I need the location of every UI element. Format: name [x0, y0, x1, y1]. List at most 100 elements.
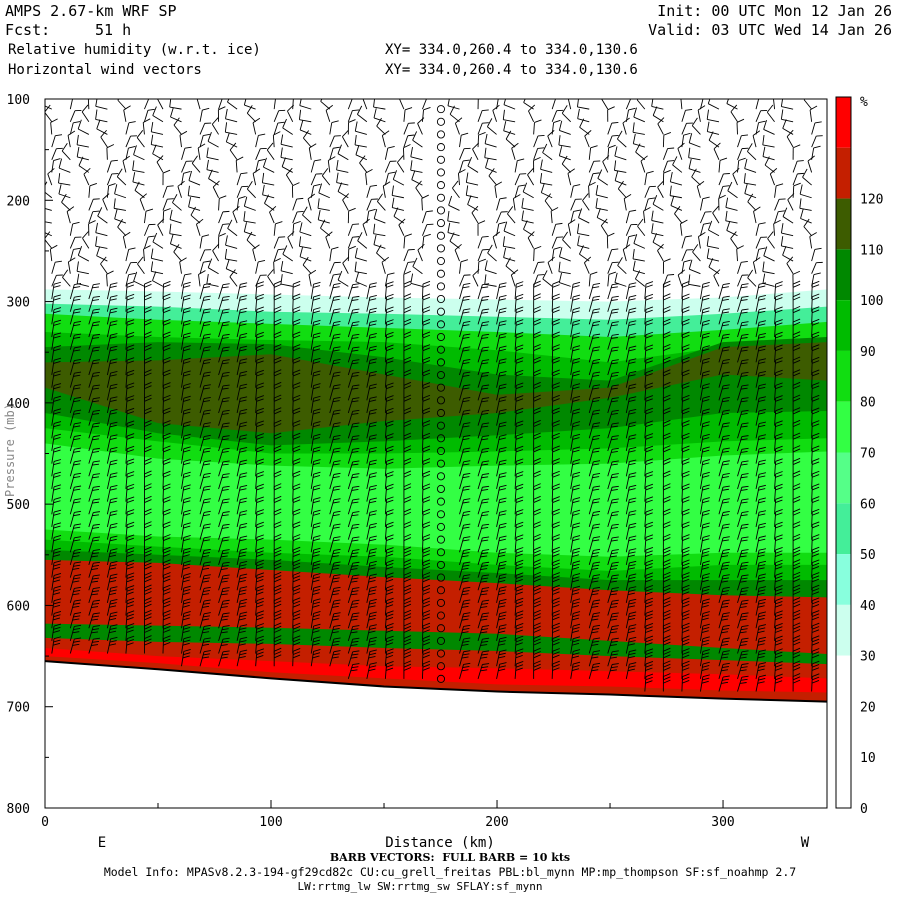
barb-flag: [203, 472, 211, 475]
wind-barb: [125, 473, 128, 489]
barb-flag: [533, 470, 541, 475]
barb-flag: [222, 384, 230, 387]
barb-flag: [593, 371, 601, 374]
barb-flag: [351, 602, 359, 605]
barb-flag: [386, 499, 394, 504]
barb-flag: [552, 622, 560, 627]
barb-flag: [386, 335, 394, 339]
barb-flag: [144, 435, 152, 440]
wind-barb: [354, 271, 367, 275]
barb-flag: [256, 487, 264, 491]
wind-barb: [607, 537, 613, 553]
barb-flag: [109, 592, 117, 596]
wind-barb: [625, 600, 630, 616]
barb-flag: [183, 319, 191, 323]
barb-flag: [403, 622, 412, 627]
wind-barb: [570, 524, 574, 540]
barb-flag: [183, 345, 191, 348]
barb-flag: [758, 358, 767, 361]
barb-flag: [645, 395, 654, 399]
barb-flag: [515, 322, 524, 326]
wind-barb: [551, 99, 556, 110]
wind-barb: [570, 663, 574, 679]
barb-flag: [645, 604, 653, 608]
wind-barb: [588, 335, 594, 350]
wind-barb: [699, 398, 704, 414]
wind-barb: [357, 240, 368, 249]
barb-flag: [274, 575, 282, 579]
wind-barb: [384, 575, 388, 591]
barb-flag: [353, 97, 360, 98]
barb-flag: [682, 344, 690, 348]
barb-flag: [498, 526, 506, 529]
barb-flag: [203, 488, 210, 491]
barb-flag: [240, 396, 248, 399]
wind-barb: [625, 474, 630, 490]
wind-barb: [206, 169, 219, 173]
wind-barb: [181, 550, 185, 565]
barb-flag: [552, 369, 560, 374]
barb-flag: [93, 295, 100, 298]
wind-barb: [162, 511, 164, 527]
barb-flag: [183, 332, 191, 336]
wind-barb: [310, 173, 317, 186]
barb-flag: [592, 501, 600, 504]
barb-flag: [221, 286, 229, 289]
barb-flag: [516, 483, 524, 488]
barb-flag: [645, 600, 653, 605]
wind-barb: [51, 512, 55, 527]
barb-flag: [533, 635, 541, 639]
barb-flag: [741, 663, 749, 665]
barb-flag: [351, 387, 359, 390]
barb-flag: [274, 457, 282, 462]
wind-barb: [199, 249, 206, 262]
barb-flag: [572, 370, 581, 374]
barb-flag: [552, 604, 560, 608]
barb-flag: [73, 121, 81, 124]
barb-flag: [203, 298, 210, 301]
barb-flag: [203, 434, 211, 437]
calm-wind-marker: [436, 143, 446, 152]
barb-flag: [137, 256, 144, 265]
barb-flag: [611, 590, 618, 593]
barb-flag: [527, 231, 535, 239]
barb-flag: [53, 538, 61, 542]
barb-flag: [332, 590, 340, 593]
barb-flag: [144, 445, 152, 450]
barb-flag: [612, 447, 619, 450]
barb-flag: [256, 610, 264, 614]
barb-flag: [163, 483, 171, 488]
barb-flag: [331, 631, 339, 634]
barb-flag: [313, 484, 321, 488]
barb-flag: [572, 348, 580, 352]
barb-flag: [173, 244, 180, 253]
barb-flag: [722, 434, 730, 437]
barb-flag: [53, 626, 61, 630]
barb-flag: [552, 521, 560, 526]
barb-flag: [646, 170, 654, 174]
wind-barb: [88, 398, 94, 414]
barb-flag: [92, 324, 100, 327]
barb-flag: [612, 637, 619, 640]
wind-barb: [607, 297, 613, 312]
barb-flag: [274, 397, 282, 402]
barb-flag: [403, 461, 412, 466]
barb-flag: [352, 587, 360, 589]
wind-barb: [681, 562, 683, 578]
barb-flag: [753, 206, 761, 212]
wind-barb: [570, 372, 574, 388]
barb-flag: [628, 475, 636, 478]
wind-barb: [236, 486, 241, 502]
barb-flag: [352, 663, 360, 665]
barb-flag: [386, 331, 394, 336]
wind-barb: [496, 284, 501, 300]
wind-barb: [472, 275, 479, 287]
wind-barb: [514, 473, 517, 489]
wind-barb: [236, 613, 241, 629]
barb-flag: [222, 637, 230, 640]
wind-barb: [218, 613, 224, 629]
barb-flag: [657, 243, 664, 251]
barb-flag: [663, 397, 671, 402]
barb-flag: [144, 321, 152, 326]
barb-flag: [612, 422, 619, 425]
